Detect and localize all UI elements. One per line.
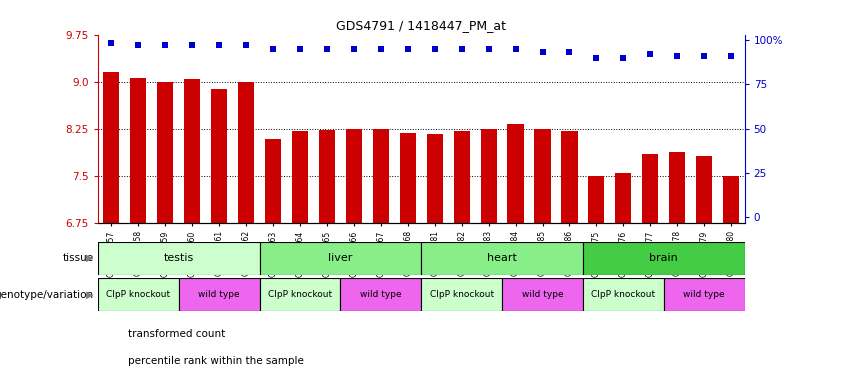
Text: wild type: wild type [360, 290, 402, 299]
Bar [184, 79, 200, 223]
Bar [211, 89, 227, 223]
Point [293, 46, 306, 52]
Point [158, 42, 172, 48]
Point [482, 46, 495, 52]
Point [454, 46, 468, 52]
Point [347, 46, 361, 52]
Point [186, 42, 199, 48]
Point [697, 53, 711, 59]
Point [616, 55, 630, 61]
Bar [340, 278, 421, 311]
Bar [179, 278, 260, 311]
Title: GDS4791 / 1418447_PM_at: GDS4791 / 1418447_PM_at [336, 19, 506, 32]
Text: brain: brain [649, 253, 678, 263]
Text: percentile rank within the sample: percentile rank within the sample [128, 356, 304, 366]
Bar [265, 139, 281, 223]
Bar [260, 278, 340, 311]
Text: liver: liver [328, 253, 352, 263]
Bar [669, 152, 685, 223]
Text: wild type: wild type [683, 290, 725, 299]
Bar [481, 129, 497, 223]
Point [509, 46, 523, 52]
Point [320, 46, 334, 52]
Point [590, 55, 603, 61]
Bar [696, 156, 712, 223]
Bar [157, 82, 174, 223]
Bar [319, 130, 335, 223]
Bar [426, 134, 443, 223]
Point [105, 40, 118, 46]
Text: heart: heart [487, 253, 517, 263]
Bar [502, 278, 583, 311]
Text: wild type: wild type [522, 290, 563, 299]
Bar [643, 154, 659, 223]
Bar [103, 72, 119, 223]
Bar [583, 278, 664, 311]
Text: ▶: ▶ [86, 253, 94, 263]
Bar [723, 176, 740, 223]
Bar [421, 278, 502, 311]
Bar [534, 129, 551, 223]
Bar [664, 278, 745, 311]
Bar [615, 172, 631, 223]
Point [563, 49, 576, 55]
Bar [292, 131, 308, 223]
Text: ▶: ▶ [86, 290, 94, 300]
Bar [454, 131, 470, 223]
Bar [238, 82, 254, 223]
Bar [260, 242, 421, 275]
Point [724, 53, 738, 59]
Point [671, 53, 684, 59]
Point [374, 46, 387, 52]
Text: ClpP knockout: ClpP knockout [106, 290, 170, 299]
Text: ClpP knockout: ClpP knockout [591, 290, 655, 299]
Bar [507, 124, 523, 223]
Point [535, 49, 549, 55]
Point [213, 42, 226, 48]
Bar [346, 129, 362, 223]
Text: tissue: tissue [62, 253, 94, 263]
Text: transformed count: transformed count [128, 329, 225, 339]
Text: wild type: wild type [198, 290, 240, 299]
Bar [98, 278, 179, 311]
Point [131, 42, 145, 48]
Text: ClpP knockout: ClpP knockout [430, 290, 494, 299]
Text: ClpP knockout: ClpP knockout [268, 290, 332, 299]
Text: testis: testis [163, 253, 194, 263]
Point [401, 46, 414, 52]
Point [428, 46, 442, 52]
Bar [400, 133, 416, 223]
Bar [98, 242, 260, 275]
Bar [588, 176, 604, 223]
Point [643, 51, 657, 57]
Text: genotype/variation: genotype/variation [0, 290, 94, 300]
Point [239, 42, 253, 48]
Bar [562, 131, 578, 223]
Bar [421, 242, 583, 275]
Bar [130, 78, 146, 223]
Bar [373, 129, 389, 223]
Point [266, 46, 280, 52]
Bar [583, 242, 745, 275]
